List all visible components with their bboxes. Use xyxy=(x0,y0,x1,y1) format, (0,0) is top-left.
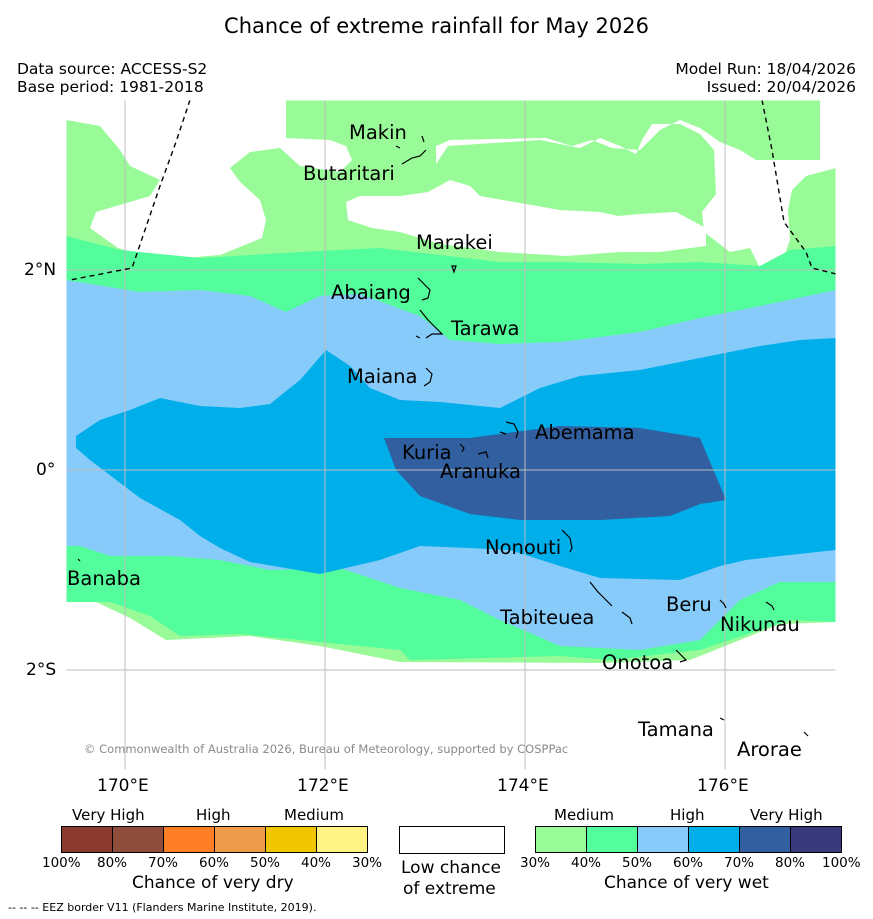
dry-swatch-3 xyxy=(214,826,266,853)
base-period: Base period: 1981-2018 xyxy=(17,78,204,96)
abemama-coast xyxy=(499,421,519,439)
wet-swatch-3 xyxy=(688,826,740,853)
dry-legend-caption: Chance of very dry xyxy=(132,873,294,893)
wet-swatch-5 xyxy=(790,826,842,853)
dry-tick-60: 60% xyxy=(199,855,230,871)
dry-interior-west xyxy=(66,100,352,260)
dry-tick-30: 30% xyxy=(352,855,383,871)
dry-legend-header-high: High xyxy=(196,806,231,824)
wet-swatch-0 xyxy=(535,826,587,853)
butaritari-coast xyxy=(401,149,427,165)
place-label-arorae: Arorae xyxy=(737,738,802,761)
place-label-abemama: Abemama xyxy=(535,421,635,444)
place-label-butaritari: Butaritari xyxy=(303,162,395,185)
makin-coast xyxy=(395,135,425,149)
x-tick-176e: 176°E xyxy=(697,776,749,796)
coastlines xyxy=(77,135,809,737)
place-label-beru: Beru xyxy=(666,593,712,616)
dry-swatch-1 xyxy=(112,826,164,853)
dry-swatch-5 xyxy=(316,826,368,853)
y-tick-0: 0° xyxy=(36,460,56,480)
wet-swatch-1 xyxy=(586,826,638,853)
x-tick-174e: 174°E xyxy=(497,776,549,796)
map-title: Chance of extreme rainfall for May 2026 xyxy=(224,14,649,38)
wet-legend-header-high: High xyxy=(670,806,705,824)
dry-swatch-2 xyxy=(163,826,215,853)
tamana-coast xyxy=(719,717,725,721)
dry-interior-center xyxy=(346,180,706,256)
x-tick-172e: 172°E xyxy=(297,776,349,796)
low-chance-caption-line1: Low chance xyxy=(401,858,501,878)
dry-tick-50: 50% xyxy=(250,855,281,871)
wet-tick-50: 50% xyxy=(622,855,653,871)
dry-tick-100: 100% xyxy=(42,855,81,871)
dry-tick-40: 40% xyxy=(301,855,332,871)
place-label-nonouti: Nonouti xyxy=(485,536,562,559)
wet-legend-header-very-high: Very High xyxy=(750,806,823,824)
eez-border xyxy=(69,100,836,281)
data-source: Data source: ACCESS-S2 xyxy=(17,60,208,78)
eez-border-note: -- -- -- EEZ border V11 (Flanders Marine… xyxy=(8,901,317,914)
kuria-coast xyxy=(459,443,465,453)
dry-tick-70: 70% xyxy=(148,855,179,871)
place-label-onotoa: Onotoa xyxy=(602,651,674,674)
wet-tick-100: 100% xyxy=(822,855,861,871)
map-frame xyxy=(65,99,837,771)
place-label-kuria: Kuria xyxy=(402,441,452,464)
wet-tick-70: 70% xyxy=(724,855,755,871)
wet-legend-header-medium: Medium xyxy=(554,806,614,824)
wet-legend-caption: Chance of very wet xyxy=(604,873,769,893)
dry-tick-80: 80% xyxy=(97,855,128,871)
y-tick-2s: 2°S xyxy=(26,660,57,680)
wet-70-80-band xyxy=(384,426,726,520)
wet-tick-40: 40% xyxy=(571,855,602,871)
tarawa-coast xyxy=(415,309,444,339)
nikunau-coast xyxy=(765,601,775,611)
place-label-nikunau: Nikunau xyxy=(720,613,800,636)
low-chance-caption-line2: of extreme xyxy=(403,879,496,899)
dry-swatch-4 xyxy=(265,826,317,853)
place-label-maiana: Maiana xyxy=(347,365,418,388)
place-label-marakei: Marakei xyxy=(416,231,493,254)
place-label-banaba: Banaba xyxy=(67,567,141,590)
place-label-makin: Makin xyxy=(349,121,407,144)
dry-interior-north xyxy=(436,100,836,268)
model-run: Model Run: 18/04/2026 xyxy=(675,60,856,78)
wet-swatch-2 xyxy=(637,826,689,853)
tabiteuea-coast xyxy=(589,581,633,625)
y-tick-2n: 2°N xyxy=(24,260,57,280)
place-label-aranuka: Aranuka xyxy=(440,460,521,483)
dry-colorbar xyxy=(61,826,368,853)
dry-legend-header-medium: Medium xyxy=(284,806,344,824)
marakei-coast xyxy=(451,265,457,274)
wet-colorbar xyxy=(535,826,842,853)
place-label-tabiteuea: Tabiteuea xyxy=(500,606,595,629)
dry-legend-header-very-high: Very High xyxy=(72,806,145,824)
place-label-abaiang: Abaiang xyxy=(331,281,411,304)
wet-tick-30: 30% xyxy=(520,855,551,871)
wet-tick-60: 60% xyxy=(673,855,704,871)
abaiang-coast xyxy=(417,277,431,301)
place-label-tarawa: Tarawa xyxy=(451,317,520,340)
low-chance-swatch xyxy=(399,826,505,854)
maiana-coast xyxy=(423,367,433,387)
banaba-coast xyxy=(77,558,81,562)
graticule xyxy=(66,100,836,770)
arorae-coast xyxy=(803,731,809,737)
copyright-notice: © Commonwealth of Australia 2026, Bureau… xyxy=(84,742,569,756)
nonouti-coast xyxy=(561,529,573,553)
onotoa-coast xyxy=(675,649,688,663)
beru-coast xyxy=(719,599,727,609)
wet-swatch-4 xyxy=(739,826,791,853)
wet-tick-80: 80% xyxy=(775,855,806,871)
x-tick-170e: 170°E xyxy=(97,776,149,796)
issued-date: Issued: 20/04/2026 xyxy=(706,78,856,96)
place-label-tamana: Tamana xyxy=(638,718,714,741)
dry-swatch-0 xyxy=(61,826,113,853)
aranuka-coast xyxy=(477,451,489,459)
